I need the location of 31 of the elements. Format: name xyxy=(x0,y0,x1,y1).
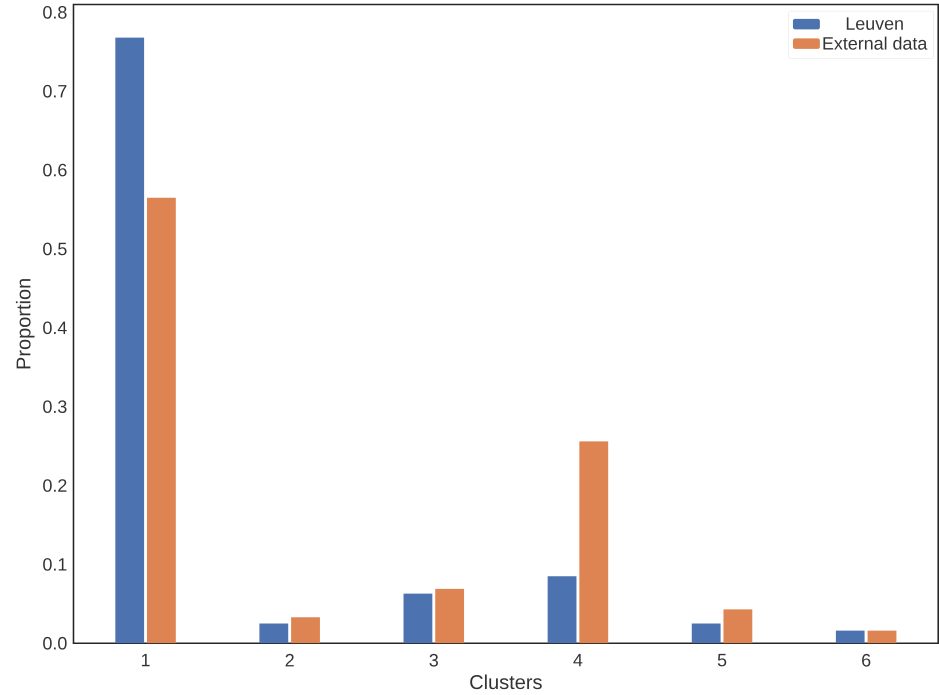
bar xyxy=(723,609,752,644)
y-tick-label: 0.2 xyxy=(43,479,66,492)
x-tick-label: 4 xyxy=(573,654,582,666)
legend-label: Leuven xyxy=(846,17,903,30)
y-axis-title: Proportion xyxy=(16,279,35,368)
y-tick-label: 0.8 xyxy=(43,6,67,19)
y-tick-label: 0.7 xyxy=(43,84,66,98)
x-tick-label: 5 xyxy=(718,654,726,666)
y-tick-label: 0.4 xyxy=(43,321,67,334)
bar xyxy=(868,630,896,644)
x-tick-label: 6 xyxy=(862,654,870,667)
x-tick-label: 3 xyxy=(429,654,438,667)
bar xyxy=(836,630,865,644)
bar xyxy=(291,617,320,644)
y-tick-label: 0.5 xyxy=(43,242,67,256)
bar xyxy=(579,441,608,644)
bar xyxy=(259,623,288,644)
x-axis-title: Clusters xyxy=(470,674,542,690)
bar xyxy=(692,623,721,644)
x-tick-label: 1 xyxy=(142,654,150,666)
y-tick-label: 0.6 xyxy=(43,164,67,176)
bar xyxy=(404,594,432,644)
y-tick-label: 0.3 xyxy=(43,400,67,413)
bar xyxy=(548,576,576,644)
x-tick-label: 2 xyxy=(286,654,294,666)
bar xyxy=(115,38,144,644)
bar xyxy=(146,198,176,644)
y-tick-label: 0.1 xyxy=(43,558,66,571)
y-tick-label: 0.0 xyxy=(43,636,67,650)
bar xyxy=(435,588,464,644)
legend-label: External data xyxy=(823,36,928,50)
